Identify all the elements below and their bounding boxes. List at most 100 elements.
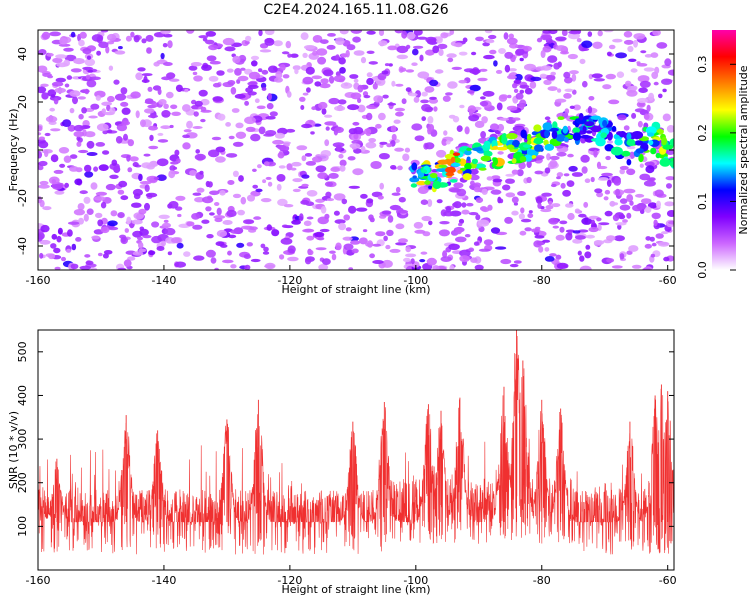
spectrogram-cell xyxy=(664,58,672,67)
spectrogram-cell xyxy=(626,194,634,203)
spectrogram-cell xyxy=(413,221,424,229)
spectrogram-cell xyxy=(305,66,315,75)
spectrogram-ridge-cell xyxy=(647,132,655,137)
spectrogram-cell xyxy=(464,234,471,238)
spectrogram-cell xyxy=(547,86,558,91)
spectrogram-cell xyxy=(38,86,47,94)
spectrogram-cell xyxy=(564,108,570,115)
spectrogram-cell xyxy=(539,73,547,78)
spectrogram-cell xyxy=(427,199,433,207)
spectrogram-cell xyxy=(555,234,565,241)
spectrogram-cell xyxy=(473,186,481,193)
spectrogram-cell xyxy=(536,37,543,43)
spectrogram-cell xyxy=(634,108,646,113)
spectrogram-cell xyxy=(481,188,488,195)
spectrogram-cell xyxy=(267,181,273,187)
spectrogram-cell xyxy=(215,156,226,163)
spectrogram-cell xyxy=(587,106,593,114)
spectrogram-cell xyxy=(215,241,225,247)
spectrogram-cell xyxy=(133,193,141,200)
spectrogram-cell xyxy=(38,150,43,159)
spectrogram-cell xyxy=(81,107,87,114)
spectrogram-cell xyxy=(245,126,256,132)
colorbar-axis: 0.0 0.1 0.2 0.3 xyxy=(696,56,736,279)
x-tick-label: -140 xyxy=(151,574,176,587)
spectrogram-cell xyxy=(212,82,221,88)
spectrogram-cell xyxy=(549,159,558,168)
spectrogram-cell xyxy=(483,54,495,60)
spectrogram-cell xyxy=(574,235,586,240)
colorbar: 0.0 0.1 0.2 0.3 Normalized spectral amplitu… xyxy=(696,30,750,279)
x-tick-label: -60 xyxy=(659,574,677,587)
spectrogram-cell xyxy=(173,166,178,170)
spectrogram-cell xyxy=(613,177,621,186)
spectrogram-cell xyxy=(251,60,258,67)
spectrogram-cell xyxy=(168,170,176,179)
spectrogram-cell xyxy=(304,153,313,157)
spectrogram-cell xyxy=(424,107,433,113)
spectrogram-cell xyxy=(345,227,352,232)
spectrogram-cell xyxy=(552,225,559,229)
spectrogram-ridge-cell xyxy=(626,159,632,166)
spectrogram-ridge-cell xyxy=(435,168,448,173)
spectrogram-cell xyxy=(445,92,453,96)
spectrogram-cell xyxy=(231,108,240,113)
spectrogram-cell xyxy=(250,133,261,142)
spectrogram-cell xyxy=(485,39,495,44)
spectrogram-cell xyxy=(200,106,207,112)
spectrogram-cell xyxy=(644,161,655,167)
spectrogram-cell xyxy=(651,212,661,219)
spectrogram-cell xyxy=(451,66,462,70)
spectrogram-cell xyxy=(350,30,363,34)
spectrogram-ridge-cell xyxy=(557,116,565,120)
spectrogram-cell xyxy=(186,221,195,227)
spectrogram-cell xyxy=(54,190,65,195)
spectrogram-cell xyxy=(458,218,465,224)
spectrogram-cell xyxy=(469,68,481,75)
spectrogram-cell xyxy=(144,202,150,211)
spectrogram-cell xyxy=(38,65,48,73)
spectrogram-cell xyxy=(348,185,360,189)
spectrogram-cell xyxy=(588,226,599,233)
spectrogram-cell xyxy=(350,240,361,245)
spectrogram-ridge-cell xyxy=(506,132,518,140)
spectrogram-cell xyxy=(546,74,556,81)
spectrogram-cell xyxy=(468,114,480,122)
spectrogram-cell xyxy=(315,247,327,251)
spectrogram-cell xyxy=(556,152,567,157)
spectrogram-ridge-cell xyxy=(661,136,667,146)
spectrogram-cell xyxy=(158,214,170,219)
spectrogram-cell xyxy=(236,242,245,248)
spectrogram-cell xyxy=(42,72,52,77)
spectrogram-cell xyxy=(666,183,672,189)
spectrogram-cell xyxy=(394,107,406,112)
spectrogram-cell xyxy=(401,30,408,39)
spectrogram-cell xyxy=(535,226,541,230)
spectrogram-cell xyxy=(317,172,328,180)
spectrogram-cell xyxy=(455,228,462,235)
spectrogram-cell xyxy=(548,218,559,223)
spectrogram-cell xyxy=(266,102,274,110)
spectrogram-cell xyxy=(425,36,437,44)
spectrogram-ridge-cell xyxy=(669,161,674,168)
spectrogram-cell xyxy=(305,161,317,166)
spectrogram-cell xyxy=(366,72,373,78)
spectrogram-cell xyxy=(86,55,92,60)
spectrogram-cell xyxy=(519,230,527,236)
snr-y-axis: 100 200 300 400 500 xyxy=(16,341,674,537)
spectrogram-cell xyxy=(577,250,582,256)
spectrogram-cell xyxy=(373,95,384,103)
spectrogram-cell xyxy=(503,32,509,40)
spectrogram-cell xyxy=(548,30,558,35)
spectrogram-cell xyxy=(654,189,664,197)
spectrogram-cell xyxy=(414,229,426,234)
spectrogram-cell xyxy=(370,161,382,169)
spectrogram-cell xyxy=(505,173,515,177)
spectrogram-cell xyxy=(556,262,569,269)
spectrogram-cell xyxy=(52,57,63,64)
spectrogram-cell xyxy=(317,56,327,65)
spectrogram-cell xyxy=(515,48,525,56)
spectrogram-cell xyxy=(265,116,276,120)
spectrogram-cell xyxy=(301,174,310,179)
spectrogram-ridge-cell xyxy=(478,167,487,171)
